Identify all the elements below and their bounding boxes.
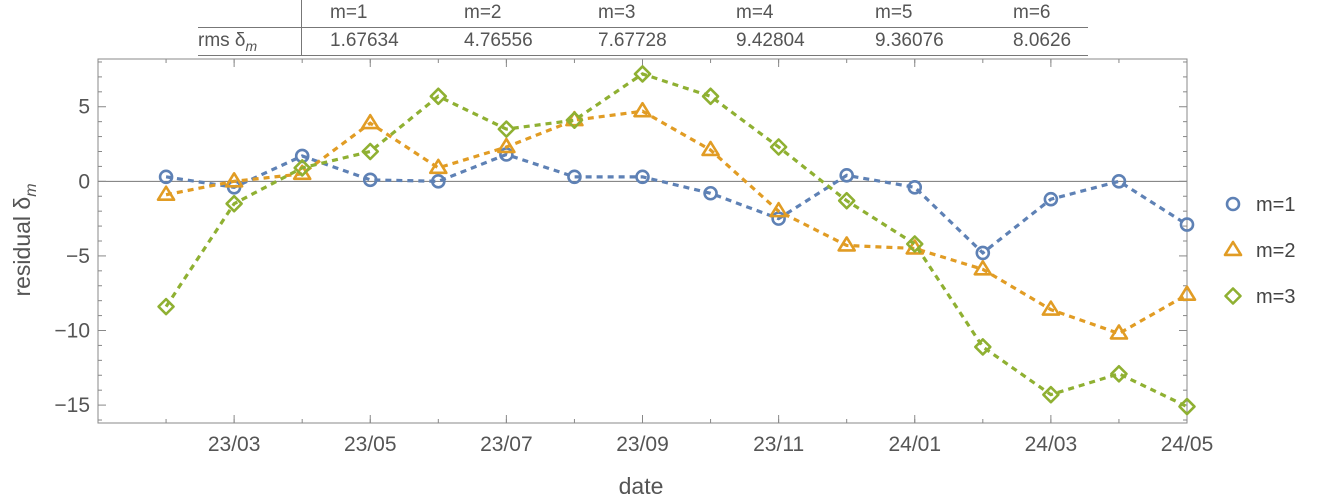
rms-value-m4: 9.42804 [736, 30, 805, 51]
y-axis-title: residual δm [9, 183, 40, 296]
data-point-m2 [633, 101, 652, 118]
data-point-m1 [1111, 174, 1127, 189]
data-point-m3 [1042, 385, 1060, 404]
y-axis-title-main: residual δ [9, 197, 35, 297]
data-point-m2 [769, 201, 788, 218]
y-tick-label: 5 [78, 96, 90, 119]
table-bottom-rule [198, 55, 1088, 56]
data-point-m3 [565, 111, 584, 129]
data-point-m3 [1110, 364, 1128, 383]
y-axis-title-sub: m [23, 183, 40, 196]
rms-row-header-label: rms δ [198, 30, 246, 51]
column-header-m1: m=1 [330, 2, 368, 23]
column-header-m6: m=6 [1013, 2, 1051, 23]
data-point-m2 [1041, 300, 1061, 316]
data-point-m3 [429, 87, 448, 106]
data-point-m2 [837, 236, 856, 252]
y-tick-label: −5 [66, 245, 90, 268]
x-tick-label: 23/07 [480, 433, 533, 456]
data-point-m2 [224, 172, 244, 188]
y-tick-label: 0 [78, 170, 90, 193]
column-header-m5: m=5 [875, 2, 913, 23]
data-point-m1 [975, 245, 991, 261]
data-point-m3 [905, 235, 924, 253]
data-point-m2 [1109, 324, 1129, 340]
column-header-m3: m=3 [598, 2, 636, 23]
data-point-m3 [1178, 397, 1196, 416]
x-tick-label: 24/03 [1025, 433, 1078, 456]
legend-label-m1: m=1 [1256, 194, 1295, 216]
data-point-m3 [701, 87, 720, 106]
data-point-m1 [158, 169, 174, 185]
x-axis-title: date [619, 473, 664, 499]
rms-value-m1: 1.67634 [330, 30, 399, 51]
data-point-m3 [225, 194, 243, 213]
legend-label-m2: m=2 [1256, 240, 1295, 262]
rms-value-m2: 4.76556 [464, 30, 533, 51]
x-tick-label: 23/05 [344, 433, 397, 456]
legend-marker-m3 [1224, 287, 1242, 305]
data-point-m2 [497, 137, 516, 154]
data-point-m2 [156, 185, 176, 202]
data-point-m1 [362, 172, 378, 188]
x-tick-label: 23/11 [753, 433, 804, 456]
table-divider [301, 0, 302, 56]
x-tick-label: 23/09 [616, 433, 669, 456]
data-point-m1 [703, 185, 718, 201]
data-point-m3 [837, 191, 856, 210]
rms-row-header: rms δm [198, 30, 257, 54]
x-tick-label: 24/01 [888, 433, 941, 456]
legend-marker-m1 [1225, 196, 1241, 212]
table-top-rule [198, 27, 1088, 28]
plot-frame [97, 58, 1188, 424]
data-point-m1 [635, 169, 650, 185]
rms-value-m5: 9.36076 [875, 30, 944, 51]
data-point-m3 [633, 65, 652, 83]
series-line-m3 [164, 72, 1188, 409]
data-point-m3 [769, 138, 788, 156]
data-point-m3 [497, 120, 516, 138]
data-point-m2 [1177, 285, 1197, 301]
data-point-m2 [360, 113, 380, 130]
data-point-m2 [429, 158, 448, 175]
rms-value-m3: 7.67728 [598, 30, 667, 51]
data-point-m1 [1179, 217, 1195, 232]
data-point-m1 [567, 169, 582, 185]
data-point-m3 [157, 297, 175, 316]
data-point-m2 [973, 260, 993, 276]
x-tick-label: 24/05 [1161, 433, 1214, 456]
data-point-m3 [974, 338, 992, 356]
data-point-m1 [907, 179, 923, 195]
column-header-m4: m=4 [736, 2, 774, 23]
data-point-m3 [293, 159, 311, 177]
data-point-m1 [431, 174, 446, 189]
y-tick-label: −10 [54, 320, 90, 343]
data-point-m1 [839, 168, 854, 183]
series-line-m2 [165, 109, 1188, 336]
rms-value-m6: 8.0626 [1013, 30, 1072, 51]
legend-marker-m2 [1223, 240, 1243, 257]
rms-table: rms δm m=1 m=2 m=3 m=4 m=5 m=6 1.67634 4… [198, 0, 1088, 56]
x-tick-label: 23/03 [208, 433, 261, 456]
data-point-m2 [701, 140, 720, 157]
data-point-m1 [1043, 191, 1059, 207]
y-tick-label: −15 [54, 394, 90, 417]
legend-label-m3: m=3 [1256, 286, 1295, 308]
data-point-m3 [361, 142, 380, 161]
column-header-m2: m=2 [464, 2, 502, 23]
series-line-m1 [165, 152, 1188, 256]
rms-row-header-sub: m [245, 37, 258, 54]
